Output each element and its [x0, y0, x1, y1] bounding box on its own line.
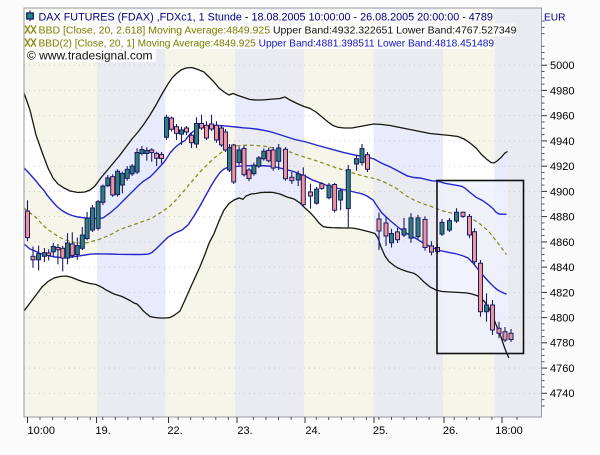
svg-text:22.: 22.: [167, 425, 182, 437]
svg-text:4940: 4940: [550, 136, 574, 148]
svg-text:5000: 5000: [550, 60, 574, 72]
svg-text:23.: 23.: [237, 425, 252, 437]
svg-text:4780: 4780: [550, 338, 574, 350]
svg-text:EUR: EUR: [544, 13, 566, 24]
svg-text:4840: 4840: [550, 262, 574, 274]
svg-text:4960: 4960: [550, 111, 574, 123]
svg-text:4900: 4900: [550, 186, 574, 198]
svg-text:4820: 4820: [550, 287, 574, 299]
svg-text:4800: 4800: [550, 313, 574, 325]
svg-text:4860: 4860: [550, 237, 574, 249]
svg-text:BBD(2) [Close, 20, 1] Moving A: BBD(2) [Close, 20, 1] Moving Average:484…: [39, 39, 495, 50]
svg-text:4760: 4760: [550, 363, 574, 375]
svg-text:26.: 26.: [443, 425, 458, 437]
svg-text:4920: 4920: [550, 161, 574, 173]
svg-text:4880: 4880: [550, 212, 574, 224]
svg-text:BBD [Close, 20, 2.618] Moving: BBD [Close, 20, 2.618] Moving Average:48…: [39, 25, 517, 37]
svg-text:DAX FUTURES (FDAX) ,FDXc1, 1 S: DAX FUTURES (FDAX) ,FDXc1, 1 Stunde - 18…: [39, 12, 493, 24]
svg-text:19.: 19.: [95, 425, 110, 437]
svg-text:10:00: 10:00: [28, 425, 56, 437]
svg-text:18:00: 18:00: [495, 425, 523, 437]
svg-text:25.: 25.: [373, 425, 388, 437]
svg-text:24.: 24.: [305, 425, 320, 437]
svg-text:4740: 4740: [550, 388, 574, 400]
svg-text:4980: 4980: [550, 85, 574, 97]
svg-text:© www.tradesignal.com: © www.tradesignal.com: [27, 49, 153, 63]
